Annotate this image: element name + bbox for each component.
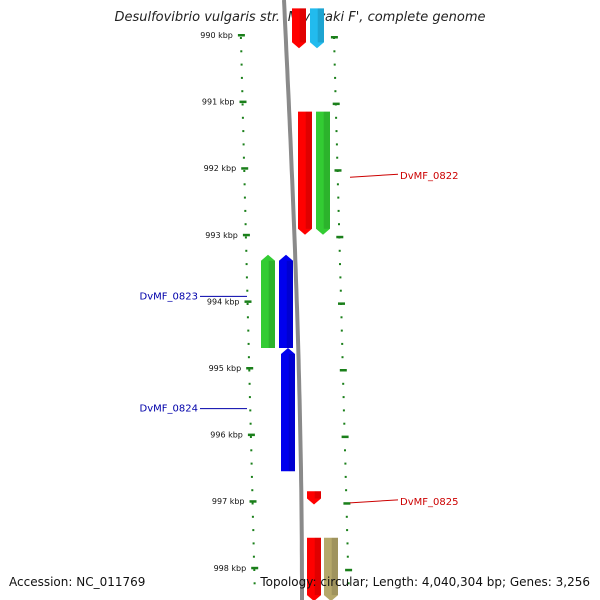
major-tick-left (239, 100, 247, 104)
gene-feature-blue[interactable] (279, 254, 293, 348)
major-tick-right (336, 235, 344, 239)
scale-label: 995 kbp (209, 364, 242, 373)
genome-backbone (282, 0, 304, 600)
scale-label: 992 kbp (204, 164, 237, 173)
gene-shading (314, 537, 321, 596)
scale-label: 993 kbp (205, 231, 238, 240)
major-tick-right (343, 502, 351, 505)
major-tick-left (237, 34, 245, 37)
gene-shading (314, 491, 321, 499)
genome-summary-text: Topology: circular; Length: 4,040,304 bp… (260, 575, 590, 589)
gene-dvmf_0824[interactable] (281, 348, 295, 472)
label-leader-line (349, 173, 399, 178)
major-tick-left (241, 167, 249, 170)
major-tick-left (251, 566, 259, 570)
gene-dvmf_0825[interactable] (307, 491, 321, 505)
gene-shading (331, 537, 338, 596)
gene-feature-red[interactable] (292, 8, 306, 49)
scale-label: 990 kbp (200, 31, 233, 40)
gene-shading (323, 111, 330, 229)
major-tick-right (339, 369, 347, 372)
gene-shading (317, 8, 324, 43)
gene-feature-olive[interactable] (324, 537, 338, 600)
gene-shading (299, 8, 306, 43)
gene-dvmf_0823[interactable] (261, 254, 275, 348)
gene-label-dvmf_0822[interactable]: DvMF_0822 (400, 171, 458, 182)
gene-dvmf_0822[interactable] (298, 111, 312, 235)
major-tick-left (249, 500, 257, 503)
scale-label: 994 kbp (207, 297, 240, 306)
scale-label: 991 kbp (202, 98, 235, 107)
gene-label-dvmf_0824[interactable]: DvMF_0824 (140, 404, 198, 415)
major-tick-right (330, 36, 338, 39)
major-tick-right (338, 302, 345, 305)
label-leader-line (349, 499, 399, 504)
gene-shading (286, 260, 293, 348)
major-tick-right (345, 568, 353, 572)
gene-shading (305, 111, 312, 229)
major-tick-left (244, 300, 252, 303)
scale-label: 998 kbp (214, 564, 247, 573)
gene-label-dvmf_0825[interactable]: DvMF_0825 (400, 497, 458, 508)
major-tick-right (341, 435, 349, 439)
major-tick-right (332, 102, 340, 106)
major-tick-left (247, 433, 255, 437)
major-tick-left (246, 367, 254, 370)
major-tick-right (334, 169, 342, 172)
gene-feature-cyan[interactable] (310, 8, 324, 49)
scale-label: 997 kbp (212, 497, 245, 506)
accession-text: Accession: NC_011769 (9, 575, 146, 589)
gene-label-dvmf_0823[interactable]: DvMF_0823 (140, 291, 198, 302)
minor-ticks-left (239, 37, 256, 585)
major-tick-left (242, 233, 250, 237)
scale-label: 996 kbp (210, 431, 243, 440)
gene-feature-green[interactable] (316, 111, 330, 235)
gene-feature-red[interactable] (307, 537, 321, 600)
gene-shading (268, 260, 275, 348)
gene-shading (288, 354, 295, 472)
